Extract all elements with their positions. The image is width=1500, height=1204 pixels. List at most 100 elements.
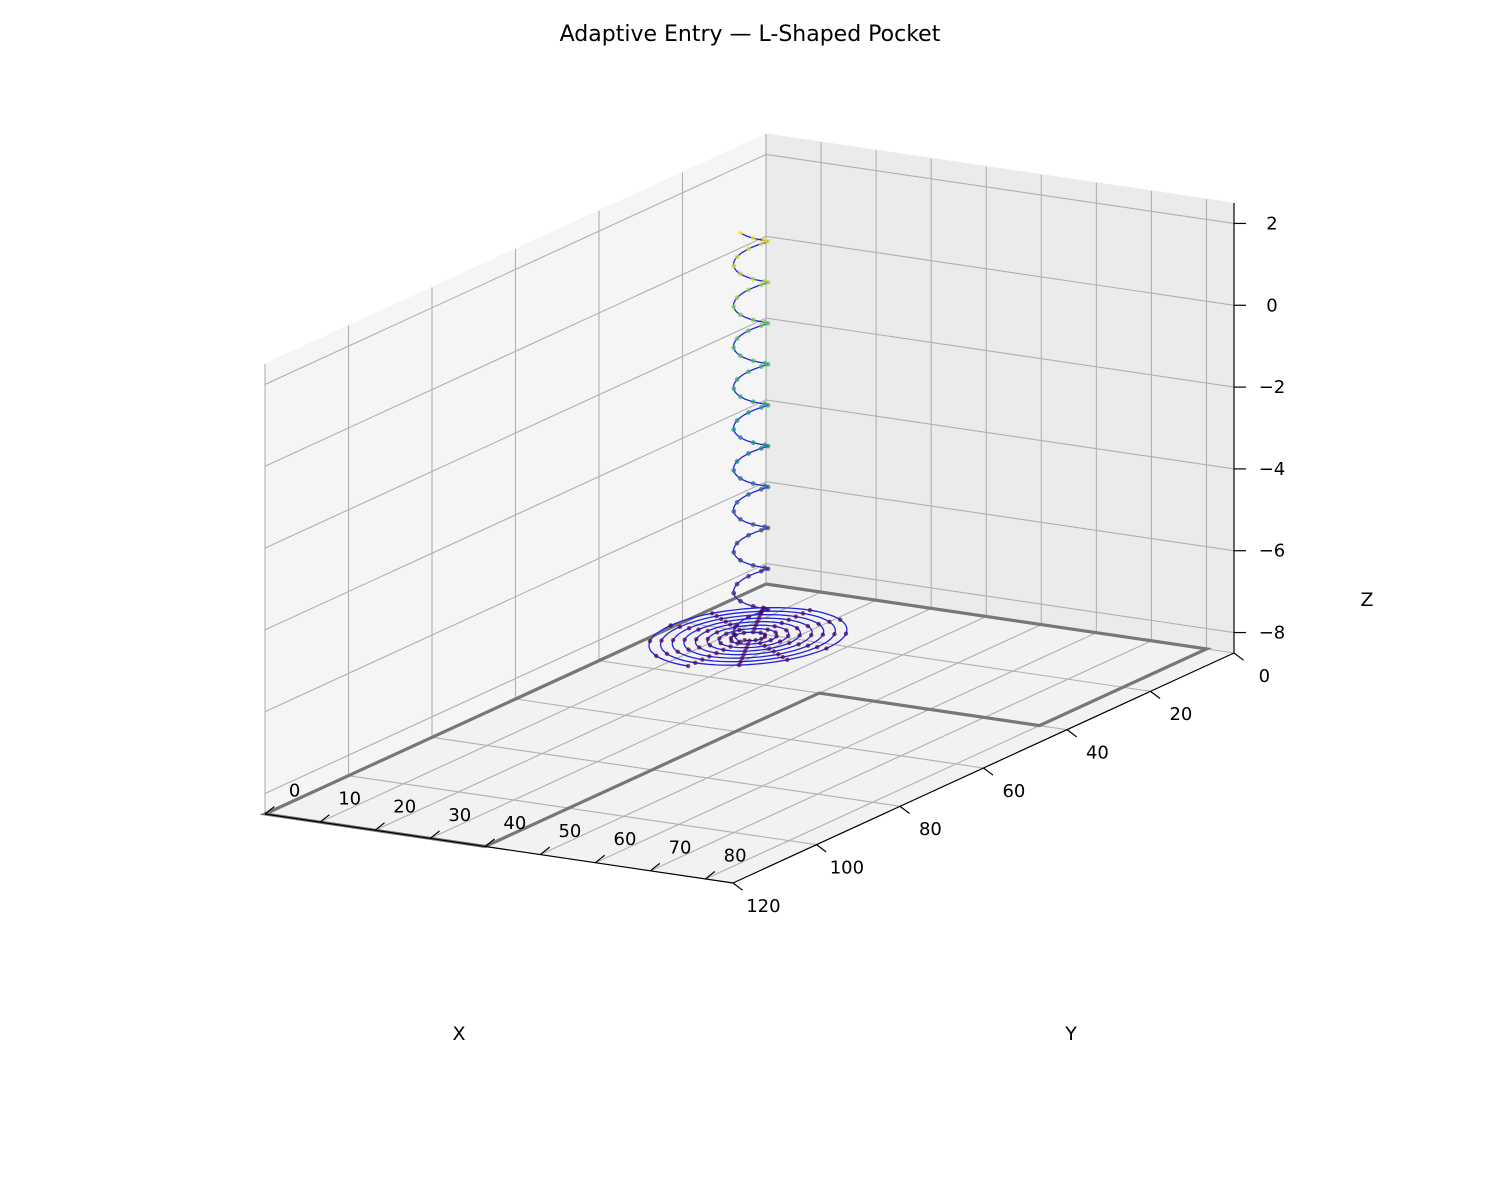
spiral-point (718, 641, 723, 646)
helix-point (765, 320, 771, 326)
spiral-point (771, 649, 776, 654)
spiral-point (762, 632, 768, 637)
spiral-point (750, 629, 756, 635)
grid-line (765, 235, 1235, 306)
spiral-point (772, 624, 777, 629)
helix-point (734, 295, 740, 301)
helix-point (738, 476, 743, 481)
x-axis-tick (816, 844, 827, 853)
helix-point (738, 394, 743, 400)
grid-line (431, 736, 901, 807)
helix-point (758, 527, 764, 533)
helix-point (750, 235, 756, 241)
spiral-point (824, 646, 829, 651)
spiral-point (696, 627, 701, 632)
helix-point (746, 573, 751, 579)
spiral-point (694, 637, 699, 642)
spiral-point (707, 643, 713, 648)
spiral-point (756, 616, 762, 621)
helix-point (731, 345, 737, 351)
spiral-point (747, 638, 752, 643)
spiral-point (776, 652, 781, 657)
spiral-point (714, 630, 720, 635)
x-axis-tick (983, 767, 994, 776)
grid-line (515, 698, 984, 769)
y-axis-tick (650, 862, 661, 872)
grid-line (374, 599, 877, 831)
spiral-point (705, 636, 711, 642)
chart-title: Adaptive Entry — L-Shaped Pocket (560, 22, 941, 47)
grid-line (264, 563, 767, 795)
helix-point (750, 440, 756, 446)
z-axis-tick-label: −4 (1259, 459, 1286, 480)
x-axis-tick (1066, 729, 1077, 738)
x-axis-tick (732, 882, 743, 891)
helix-point (738, 312, 743, 318)
helix-point (731, 590, 737, 596)
spiral-point (768, 638, 773, 643)
helix-point (731, 549, 737, 555)
helix-point (738, 271, 743, 277)
y-axis-tick-label: 20 (393, 797, 416, 818)
spiral-point (787, 640, 792, 646)
helix-point (750, 399, 756, 405)
grid-line (765, 399, 1235, 470)
spiral-point (832, 631, 837, 637)
spiral-point (739, 655, 745, 661)
z-axis-label: Z (1360, 589, 1373, 611)
y-axis-line (264, 813, 734, 884)
y-axis-tick (264, 806, 275, 815)
y-axis-tick-label: 80 (724, 845, 747, 866)
x-axis-tick-label: 40 (1086, 742, 1109, 763)
helix-point (734, 336, 740, 342)
y-axis-tick-label: 0 (289, 780, 300, 801)
spiral-point (753, 638, 758, 643)
x-axis-tick-label: 20 (1169, 704, 1192, 725)
helix-point (750, 562, 756, 568)
spiral-point (705, 628, 710, 634)
spiral-point (767, 646, 772, 651)
spiral-point (820, 632, 826, 637)
x-axis-tick-label: 120 (746, 896, 780, 917)
helix-point (738, 598, 743, 604)
x-axis-tick (1233, 652, 1244, 661)
x-axis-tick-label: 100 (830, 857, 864, 878)
spiral-point (724, 631, 729, 636)
helix-point (750, 481, 756, 486)
spiral-point (785, 633, 791, 639)
spiral-point (752, 626, 757, 631)
spiral-point (664, 651, 670, 656)
spiral-point (728, 644, 733, 649)
spiral-point (759, 609, 764, 614)
spiral-point (737, 662, 742, 668)
spiral-point (793, 614, 799, 619)
spiral-point (765, 627, 770, 632)
helix-point (746, 451, 751, 456)
spiral-point (697, 645, 702, 650)
spiral-point (733, 632, 738, 638)
z-axis-tick-label: 0 (1266, 295, 1277, 316)
helix-point (750, 276, 756, 282)
helix-point (765, 525, 771, 531)
x-axis-tick (1150, 690, 1161, 700)
spiral-point (805, 643, 811, 648)
grid-line (765, 153, 1235, 224)
helix-point (731, 304, 737, 310)
helix-point (734, 499, 740, 505)
y-axis-tick-label: 10 (338, 789, 361, 810)
helix-point (731, 468, 737, 473)
helix-point (731, 427, 737, 432)
helix-point (731, 386, 737, 392)
spiral-point (809, 632, 814, 638)
spiral-point (686, 663, 691, 669)
z-axis-tick-label: −2 (1259, 377, 1286, 398)
spiral-point (816, 621, 821, 627)
spiral-point (742, 637, 747, 643)
spiral-point (779, 620, 784, 626)
spiral-point (714, 613, 719, 619)
grid-line (765, 563, 1235, 634)
spiral-point (755, 619, 760, 624)
spiral-point (732, 625, 737, 630)
helix-point (765, 484, 771, 490)
